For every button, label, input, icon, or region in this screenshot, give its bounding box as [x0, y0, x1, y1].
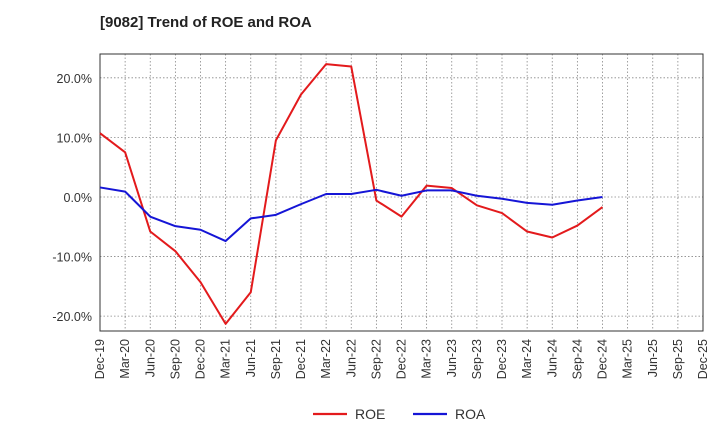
legend-label-roe: ROE [355, 406, 385, 422]
x-tick-label: Dec-23 [495, 339, 509, 379]
x-tick-label: Sep-22 [369, 339, 383, 379]
x-tick-label: Dec-22 [395, 339, 409, 379]
x-tick-label: Dec-21 [294, 339, 308, 379]
x-tick-label: Jun-25 [646, 339, 660, 377]
x-tick-label: Dec-20 [194, 339, 208, 379]
x-tick-label: Jun-22 [344, 339, 358, 377]
x-tick-label: Dec-25 [696, 339, 710, 379]
legend-label-roa: ROA [455, 406, 486, 422]
y-tick-label: -20.0% [52, 310, 92, 324]
x-tick-label: Jun-24 [545, 339, 559, 377]
x-tick-label: Mar-23 [420, 339, 434, 379]
series-line-roe [99, 63, 604, 325]
x-tick-label: Sep-25 [671, 339, 685, 379]
plot-border [99, 53, 704, 332]
x-tick-label: Dec-24 [596, 339, 610, 379]
x-tick-label: Jun-23 [445, 339, 459, 377]
x-tick-label: Sep-24 [570, 339, 584, 379]
x-tick-label: Mar-20 [118, 339, 132, 379]
series-line-roa [99, 186, 603, 243]
x-tick-label: Sep-23 [470, 339, 484, 379]
x-tick-label: Mar-22 [319, 339, 333, 379]
x-tick-label: Jun-20 [143, 339, 157, 377]
x-tick-label: Sep-21 [269, 339, 283, 379]
y-tick-label: -10.0% [52, 251, 92, 265]
x-tick-label: Mar-21 [219, 339, 233, 379]
chart-title: [9082] Trend of ROE and ROA [100, 14, 312, 31]
x-tick-label: Jun-21 [244, 339, 258, 377]
x-tick-label: Mar-25 [621, 339, 635, 379]
y-tick-label: 10.0% [57, 131, 92, 145]
x-tick-label: Sep-20 [168, 339, 182, 379]
x-tick-label: Mar-24 [520, 339, 534, 379]
x-tick-label: Dec-19 [93, 339, 107, 379]
y-tick-label: 20.0% [57, 72, 92, 86]
y-tick-label: 0.0% [64, 191, 93, 205]
